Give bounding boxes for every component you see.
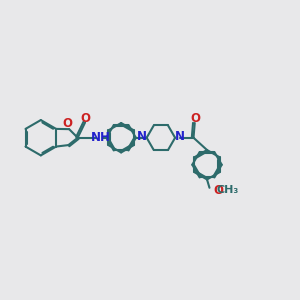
- Text: O: O: [213, 184, 223, 197]
- Text: N: N: [175, 130, 184, 143]
- Text: O: O: [190, 112, 200, 125]
- Text: O: O: [63, 117, 73, 130]
- Text: N: N: [137, 130, 147, 143]
- Text: CH₃: CH₃: [216, 185, 238, 195]
- Text: NH: NH: [91, 131, 111, 144]
- Text: O: O: [81, 112, 91, 124]
